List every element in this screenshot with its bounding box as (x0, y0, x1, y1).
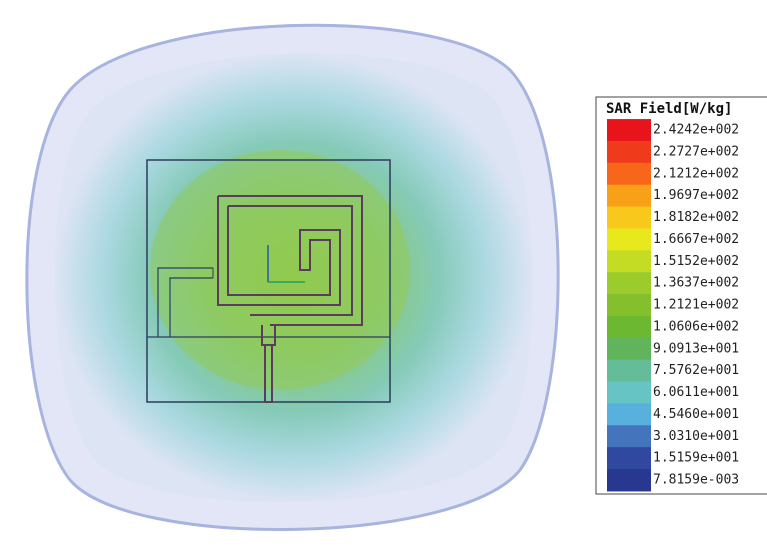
legend-swatch (607, 447, 651, 469)
legend: SAR Field[W/kg] 2.4242e+002 2.2727e+002 2.… (596, 97, 767, 494)
legend-label: 9.0913e+001 (653, 341, 739, 356)
legend-label: 1.5159e+001 (653, 451, 739, 466)
legend-label: 1.0606e+002 (653, 319, 739, 334)
legend-label: 2.4242e+002 (653, 123, 739, 138)
legend-swatch (607, 425, 651, 447)
field-render (27, 25, 558, 529)
legend-swatch (607, 382, 651, 404)
legend-swatch (607, 228, 651, 250)
legend-label: 6.0611e+001 (653, 385, 739, 400)
legend-swatch (607, 360, 651, 382)
legend-swatch (607, 119, 651, 141)
legend-label: 7.5762e+001 (653, 363, 739, 378)
legend-label: 1.8182e+002 (653, 210, 739, 225)
legend-swatch (607, 338, 651, 360)
legend-label: 2.2727e+002 (653, 144, 739, 159)
legend-label: 1.2121e+002 (653, 298, 739, 313)
sar-view: SAR Field[W/kg] 2.4242e+002 2.2727e+002 2.… (0, 0, 767, 556)
legend-label: 1.5152e+002 (653, 254, 739, 269)
legend-swatch (607, 141, 651, 163)
legend-swatch (607, 207, 651, 229)
legend-swatch (607, 403, 651, 425)
legend-swatch (607, 163, 651, 185)
legend-swatch (607, 294, 651, 316)
legend-label: 7.8159e-003 (653, 473, 739, 488)
legend-label: 1.6667e+002 (653, 232, 739, 247)
legend-label: 4.5460e+001 (653, 407, 739, 422)
legend-swatch (607, 316, 651, 338)
legend-swatch (607, 250, 651, 272)
legend-label: 3.0310e+001 (653, 429, 739, 444)
legend-swatch (607, 185, 651, 207)
legend-title: SAR Field[W/kg] (606, 101, 732, 117)
legend-label: 2.1212e+002 (653, 166, 739, 181)
legend-swatch (607, 469, 651, 491)
legend-label: 1.3637e+002 (653, 276, 739, 291)
legend-swatch (607, 272, 651, 294)
legend-label: 1.9697e+002 (653, 188, 739, 203)
